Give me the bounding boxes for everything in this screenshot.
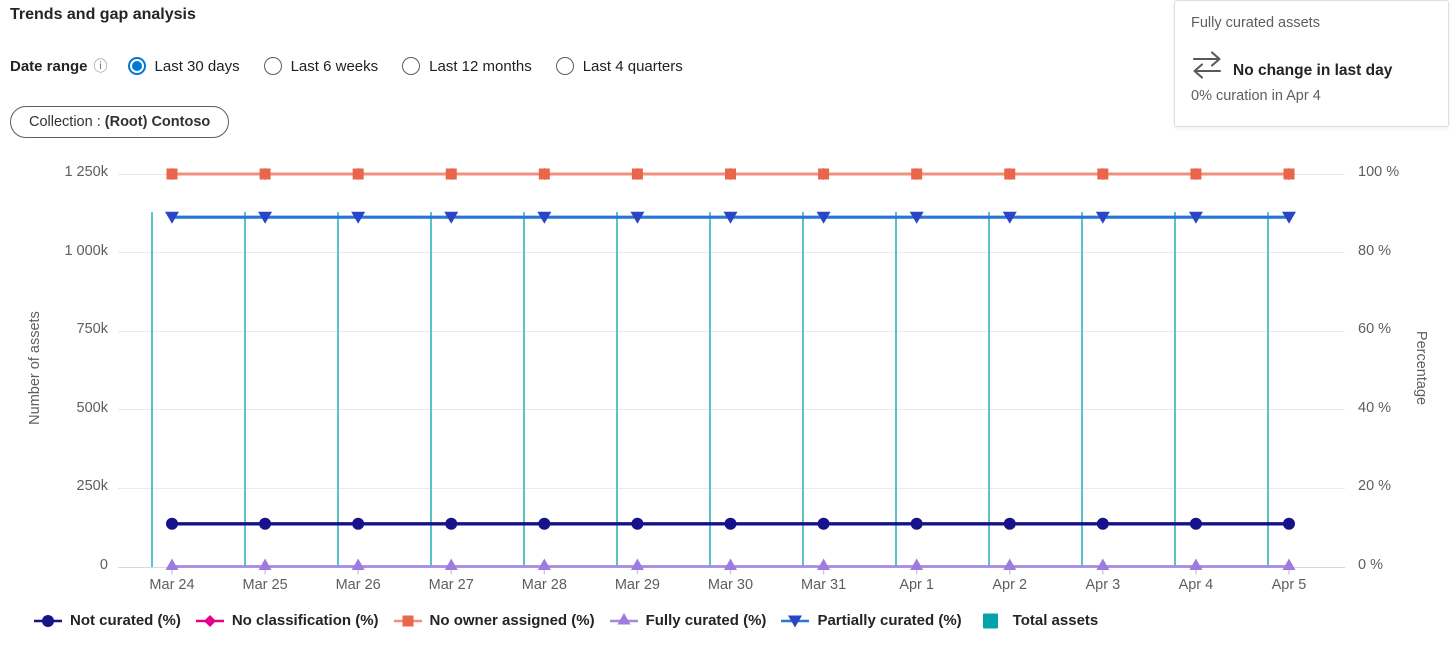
- bar-total-assets[interactable]: [522, 211, 525, 567]
- y-axis-tick-left: 500k: [76, 399, 108, 416]
- date-range-label: Date range: [10, 57, 88, 75]
- x-axis-label: Apr 5: [1271, 577, 1307, 593]
- bar-total-assets[interactable]: [895, 211, 898, 567]
- h-gridline: [118, 487, 1345, 489]
- radio-last-12-months[interactable]: Last 12 months: [402, 57, 532, 75]
- collection-filter-prefix: Collection :: [29, 114, 101, 130]
- legend-label: Partially curated (%): [817, 612, 962, 629]
- x-axis-label: Apr 4: [1178, 577, 1214, 593]
- bar-total-assets[interactable]: [1267, 211, 1270, 567]
- fully-curated-assets-card: Fully curated assets No change in last d…: [1174, 0, 1449, 127]
- bar-total-assets[interactable]: [150, 211, 153, 567]
- y-axis-tick-right: 40 %: [1358, 399, 1392, 416]
- h-gridline: [118, 252, 1345, 254]
- bar-total-assets[interactable]: [336, 211, 339, 567]
- y-axis-tick-right: 0 %: [1358, 557, 1383, 573]
- bar-total-assets[interactable]: [1081, 211, 1084, 567]
- date-range-controls: Date range ⓘ Last 30 days Last 6 weeks Las…: [10, 57, 683, 75]
- series-not-curated: [166, 517, 1295, 530]
- bar-total-assets[interactable]: [802, 211, 805, 567]
- h-gridline: [118, 173, 1345, 175]
- y-axis-tick-left: 750k: [76, 321, 108, 338]
- x-axis-label: Mar 30: [707, 577, 754, 593]
- x-axis-label: Mar 29: [614, 577, 660, 593]
- chart-legend: Not curated (%) No classification (%) No o…: [33, 612, 1098, 629]
- collection-filter-pill[interactable]: Collection : (Root) Contoso: [10, 106, 230, 138]
- radio-unselected-icon[interactable]: [555, 57, 574, 75]
- radio-label: Last 30 days: [154, 57, 240, 75]
- legend-item-not-curated[interactable]: Not curated (%): [33, 612, 181, 629]
- radio-last-30-days[interactable]: Last 30 days: [127, 57, 240, 75]
- info-icon[interactable]: ⓘ: [93, 58, 108, 74]
- circle-marker-icon: [34, 614, 62, 627]
- h-gridline: [118, 566, 1345, 568]
- legend-label: Fully curated (%): [645, 612, 767, 629]
- legend-label: Not curated (%): [70, 612, 181, 629]
- collection-filter-value: (Root) Contoso: [104, 114, 211, 130]
- radio-last-4-quarters[interactable]: Last 4 quarters: [555, 57, 683, 75]
- h-gridline: [118, 330, 1345, 332]
- x-axis-label: Mar 25: [242, 577, 288, 593]
- diamond-marker-icon: [195, 614, 224, 627]
- radio-label: Last 4 quarters: [582, 57, 683, 75]
- legend-item-fully-curated[interactable]: Fully curated (%): [609, 612, 767, 629]
- y-axis-tick-right: 100 %: [1358, 164, 1400, 180]
- legend-item-no-classification[interactable]: No classification (%): [195, 612, 379, 629]
- x-axis-label: Apr 2: [992, 577, 1028, 593]
- page-title: Trends and gap analysis: [10, 6, 196, 23]
- x-axis-label: Apr 1: [899, 577, 934, 593]
- x-axis-label: Mar 31: [801, 577, 847, 593]
- series-partially-curated: [165, 211, 1296, 224]
- bar-total-assets[interactable]: [243, 211, 246, 567]
- x-axis-label: Mar 27: [428, 577, 474, 593]
- legend-item-total-assets[interactable]: Total assets: [976, 612, 1099, 629]
- h-gridline: [118, 409, 1345, 411]
- legend-item-partially-curated[interactable]: Partially curated (%): [780, 612, 962, 629]
- y-axis-tick-left: 1 000k: [64, 242, 108, 259]
- triangle-up-marker-icon: [609, 612, 638, 624]
- legend-label: No classification (%): [231, 612, 379, 629]
- y-axis-title-left: Number of assets: [27, 311, 43, 425]
- bar-total-assets[interactable]: [615, 211, 618, 567]
- y-axis-tick-right: 20 %: [1358, 478, 1392, 495]
- radio-label: Last 6 weeks: [290, 57, 379, 75]
- y-axis-tick-right: 60 %: [1358, 321, 1392, 338]
- y-axis-tick-left: 0: [99, 557, 108, 573]
- radio-unselected-icon[interactable]: [263, 57, 282, 75]
- square-marker-icon: [393, 615, 422, 626]
- legend-item-no-owner-assigned[interactable]: No owner assigned (%): [393, 612, 595, 629]
- triangle-down-marker-icon: [781, 615, 810, 627]
- y-axis-tick-left: 250k: [76, 478, 108, 495]
- radio-unselected-icon[interactable]: [402, 57, 421, 75]
- y-axis-tick-right: 80 %: [1358, 242, 1392, 259]
- bar-swatch-icon: [982, 613, 998, 628]
- series-fully-curated: [165, 558, 1296, 570]
- x-axis-label: Apr 3: [1085, 577, 1121, 593]
- radio-selected-icon[interactable]: [127, 57, 146, 75]
- y-axis-tick-left: 1 250k: [64, 164, 108, 180]
- swap-arrows-icon: [1192, 51, 1222, 79]
- card-headline: No change in last day: [1233, 62, 1393, 79]
- bar-total-assets[interactable]: [988, 211, 991, 567]
- radio-label: Last 12 months: [429, 57, 532, 75]
- y-axis-title-right: Percentage: [1413, 330, 1429, 406]
- legend-label: Total assets: [1012, 612, 1099, 629]
- bar-total-assets[interactable]: [1174, 211, 1177, 567]
- date-range-radio-group: Last 30 days Last 6 weeks Last 12 months La…: [127, 57, 683, 75]
- x-axis-label: Mar 24: [149, 577, 195, 593]
- x-axis-label: Mar 28: [521, 577, 567, 593]
- card-title: Fully curated assets: [1191, 15, 1320, 31]
- bar-total-assets[interactable]: [708, 211, 711, 567]
- bar-total-assets[interactable]: [429, 211, 432, 567]
- radio-last-6-weeks[interactable]: Last 6 weeks: [263, 57, 379, 75]
- x-axis-label: Mar 26: [335, 577, 381, 593]
- card-subtext: 0% curation in Apr 4: [1191, 88, 1321, 104]
- legend-label: No owner assigned (%): [429, 612, 595, 629]
